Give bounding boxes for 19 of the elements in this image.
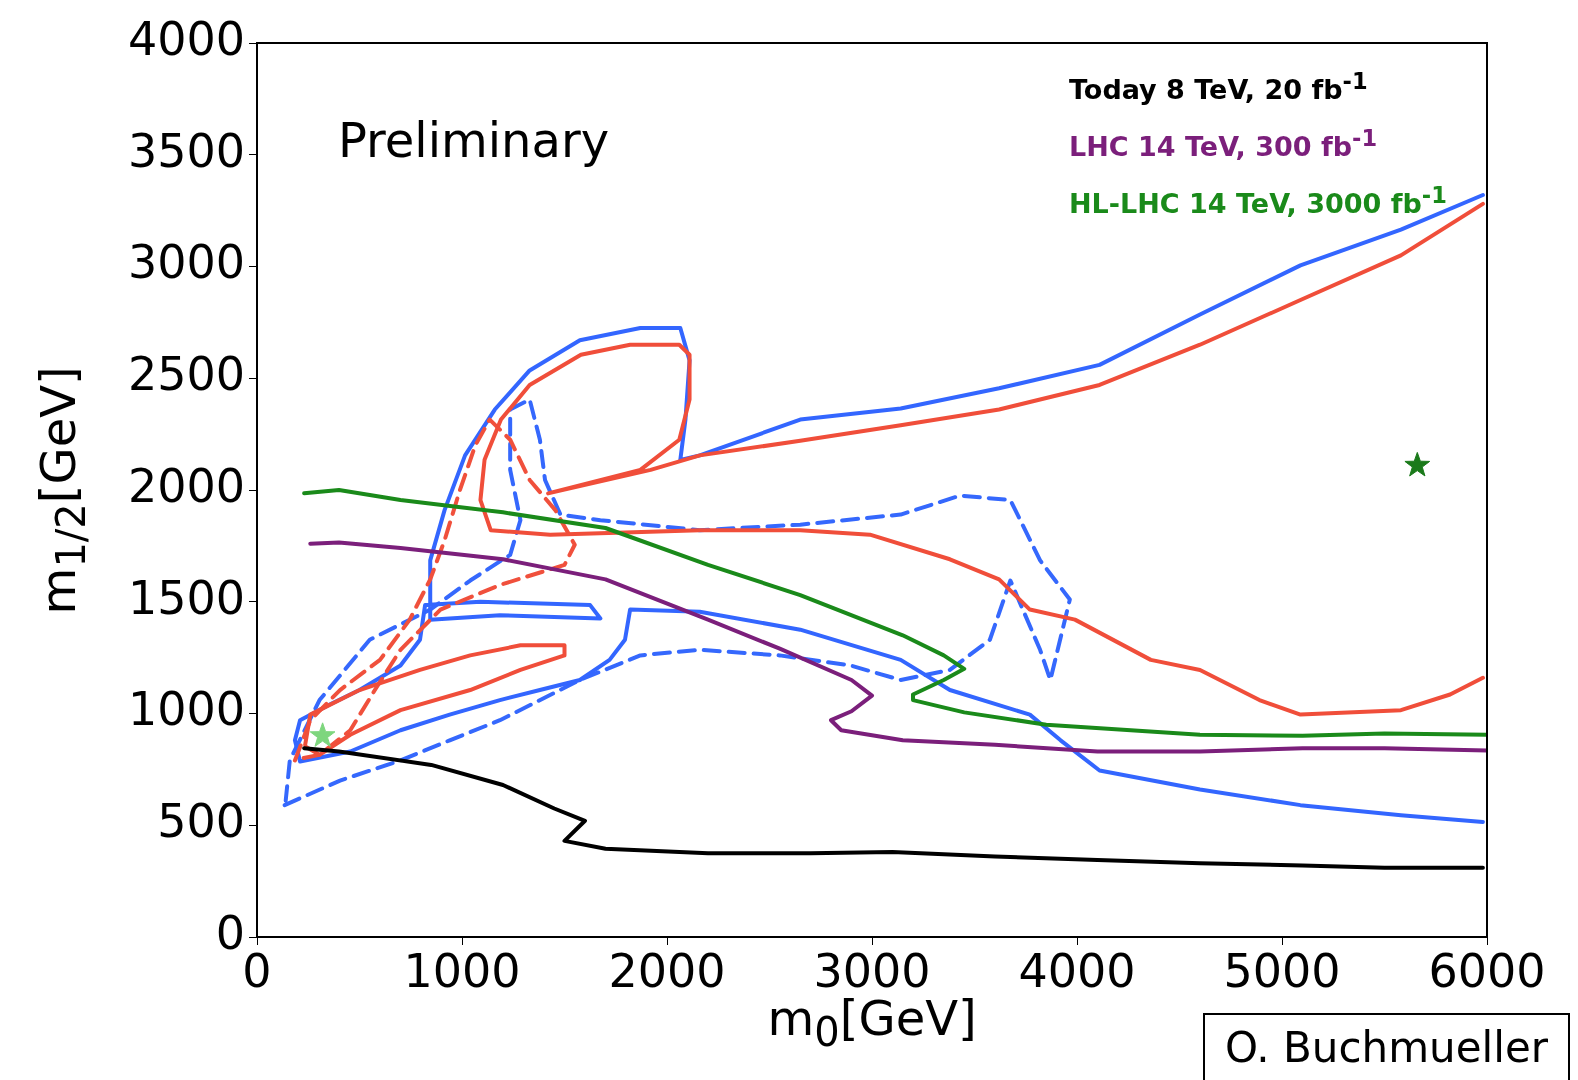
y-tick-label: 1500 bbox=[127, 570, 245, 625]
text: Today 8 TeV, 20 fb$^{-1}$ bbox=[1069, 67, 1369, 107]
x-tick-label: 5000 bbox=[1223, 943, 1341, 998]
y-tick-label: 500 bbox=[157, 794, 245, 849]
text: HL-LHC 14 TeV, 3000 fb$^{-1}$ bbox=[1069, 181, 1447, 221]
x-tick-label: 6000 bbox=[1428, 943, 1546, 998]
y-tick-label: 3500 bbox=[127, 123, 245, 178]
text: O. Buchmueller bbox=[1203, 1013, 1571, 1080]
y-tick-label: 2500 bbox=[127, 347, 245, 402]
annotation: Preliminary bbox=[338, 112, 610, 168]
y-tick-label: 1000 bbox=[127, 682, 245, 737]
y-tick-label: 3000 bbox=[127, 235, 245, 290]
x-tick-label: 1000 bbox=[403, 943, 521, 998]
text: LHC 14 TeV, 300 fb$^{-1}$ bbox=[1069, 124, 1379, 164]
x-tick-label: 2000 bbox=[608, 943, 726, 998]
y-tick-label: 2000 bbox=[127, 458, 245, 513]
y-tick-label: 4000 bbox=[127, 11, 245, 66]
x-tick-label: 4000 bbox=[1018, 943, 1136, 998]
y-tick-label: 0 bbox=[215, 905, 245, 960]
